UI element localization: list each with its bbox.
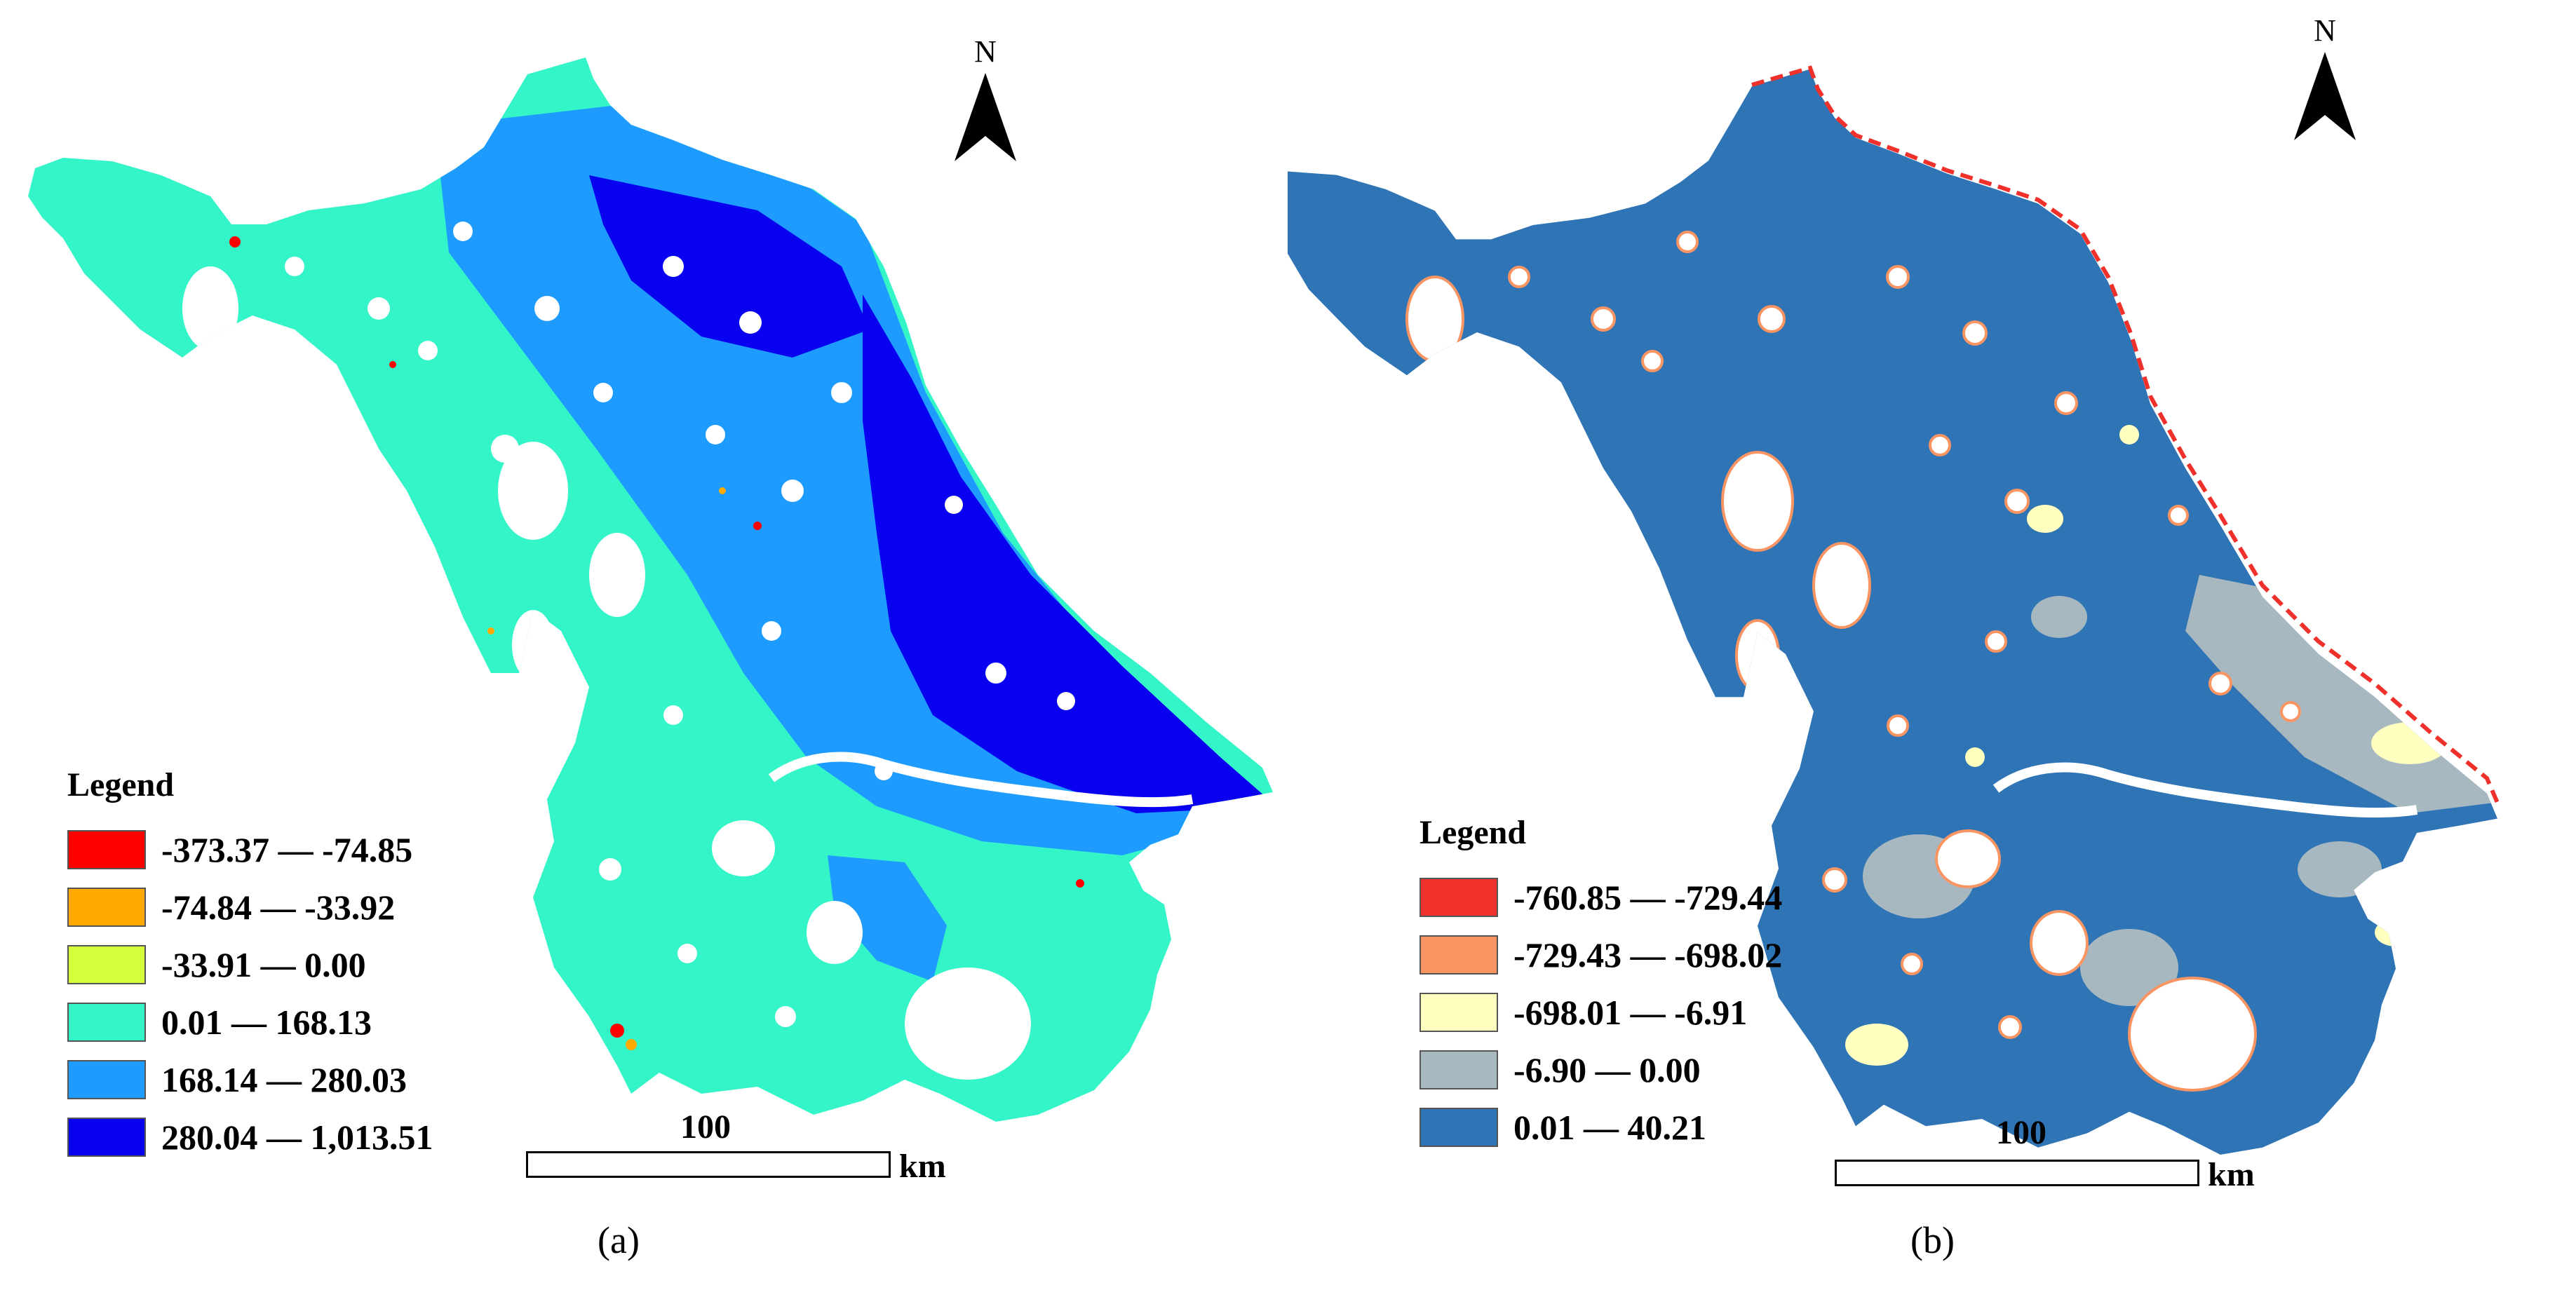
- legend-swatch: [67, 1060, 146, 1099]
- legend-label: -729.43 — -698.02: [1513, 935, 1783, 975]
- scale-unit: km: [2208, 1156, 2255, 1193]
- legend-label: 0.01 — 40.21: [1513, 1108, 1706, 1147]
- map-a-region: [28, 57, 1273, 1122]
- north-arrow-b: N: [2286, 15, 2363, 140]
- legend-label: -6.90 — 0.00: [1513, 1050, 1701, 1089]
- legend-label: 0.01 — 168.13: [161, 1003, 372, 1042]
- legend-item: 168.14 — 280.03: [67, 1051, 433, 1108]
- legend-item: -74.84 — -33.92: [67, 878, 433, 936]
- legend-item: 0.01 — 40.21: [1420, 1099, 1782, 1156]
- legend-item: -33.91 — 0.00: [67, 936, 433, 993]
- map-b-region: [1288, 65, 2500, 1155]
- panel-caption: (a): [598, 1219, 640, 1261]
- map-panel-a: N Legend -373.37 — -74.85 -74.84 — -33.9…: [28, 36, 1273, 1261]
- north-arrow-icon: [2294, 52, 2356, 140]
- legend-label: -74.84 — -33.92: [161, 888, 396, 927]
- legend-swatch: [1420, 1050, 1498, 1089]
- legend-b: Legend -760.85 — -729.44 -729.43 — -698.…: [1420, 813, 1782, 1156]
- scale-bar: [1835, 1160, 2199, 1186]
- legend-label: -33.91 — 0.00: [161, 945, 366, 984]
- north-label: N: [974, 34, 997, 69]
- legend-label: 168.14 — 280.03: [161, 1060, 407, 1099]
- legend-label: -698.01 — -6.91: [1513, 993, 1748, 1032]
- legend-item: 0.01 — 168.13: [67, 993, 433, 1051]
- legend-swatch: [1420, 1108, 1498, 1147]
- legend-swatch: [1420, 993, 1498, 1032]
- scale-value: 100: [680, 1108, 731, 1146]
- legend-label: 280.04 — 1,013.51: [161, 1118, 433, 1157]
- scale-value: 100: [1996, 1114, 2046, 1151]
- legend-swatch: [1420, 935, 1498, 975]
- legend-title: Legend: [67, 766, 175, 803]
- legend-item: -729.43 — -698.02: [1420, 926, 1782, 984]
- legend-label: -373.37 — -74.85: [161, 830, 413, 869]
- legend-a: Legend -373.37 — -74.85 -74.84 — -33.92 …: [67, 766, 433, 1166]
- map-panel-b: N Legend -760.85 — -729.44 -729.43 — -69…: [1288, 0, 2576, 1290]
- north-arrow-a: N: [947, 36, 1024, 161]
- legend-swatch: [67, 888, 146, 927]
- scale-bar: [526, 1151, 891, 1178]
- north-arrow-icon: [955, 73, 1016, 161]
- scale-unit: km: [899, 1148, 946, 1185]
- legend-item: -698.01 — -6.91: [1420, 984, 1782, 1041]
- legend-item: -760.85 — -729.44: [1420, 869, 1782, 926]
- legend-item: -373.37 — -74.85: [67, 821, 433, 878]
- legend-swatch: [67, 945, 146, 984]
- legend-label: -760.85 — -729.44: [1513, 878, 1783, 917]
- legend-title: Legend: [1420, 814, 1527, 851]
- legend-swatch: [1420, 878, 1498, 917]
- legend-swatch: [67, 830, 146, 869]
- legend-swatch: [67, 1118, 146, 1157]
- panel-caption: (b): [1910, 1219, 1955, 1261]
- legend-swatch: [67, 1003, 146, 1042]
- legend-item: 280.04 — 1,013.51: [67, 1108, 433, 1166]
- legend-item: -6.90 — 0.00: [1420, 1041, 1782, 1099]
- north-label: N: [2314, 13, 2336, 48]
